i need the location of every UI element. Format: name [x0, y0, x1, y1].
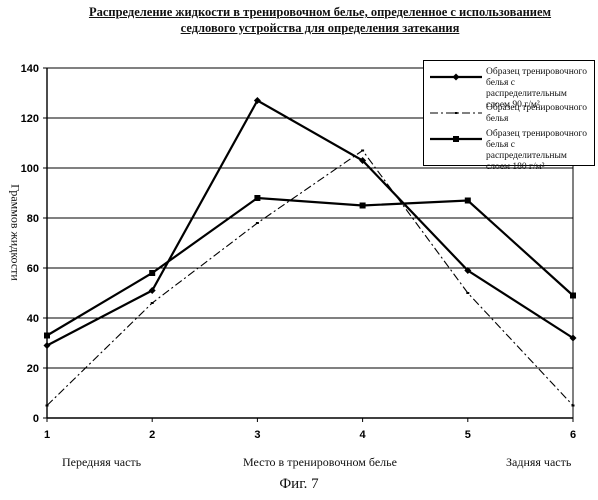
data-point-s1-4	[466, 292, 469, 294]
y-tick-label-20: 20	[27, 363, 39, 375]
y-tick-label-140: 140	[21, 63, 39, 75]
legend-marker-solid-diamond	[428, 71, 484, 83]
x-tick-label-4: 4	[360, 429, 367, 441]
legend-label-plain: Образец тренировочного белья	[486, 103, 590, 125]
data-point-s1-0	[46, 405, 49, 407]
data-point-s1-3	[361, 150, 364, 152]
data-point-s1-5	[572, 405, 575, 407]
legend-marker-dashdot	[428, 107, 484, 119]
data-point-s2-1	[149, 270, 155, 276]
data-point-s1-2	[256, 222, 259, 224]
y-tick-label-120: 120	[21, 113, 39, 125]
legend: Образец тренировочного белья с распредел…	[423, 60, 595, 166]
legend-marker-0	[453, 74, 460, 81]
x-axis-label: Место в тренировочном белье	[243, 455, 397, 470]
legend-marker-solid-square	[428, 133, 484, 145]
x-tick-label-1: 1	[44, 429, 50, 441]
data-point-s2-2	[254, 195, 260, 201]
data-point-s1-1	[151, 302, 154, 304]
figure-caption: Фиг. 7	[0, 476, 598, 493]
series-line-1	[47, 151, 573, 406]
x-tick-label-5: 5	[465, 429, 471, 441]
data-point-s2-3	[360, 203, 366, 209]
legend-label-180: Образец тренировочного белья с распредел…	[486, 129, 590, 173]
y-tick-label-0: 0	[33, 413, 39, 425]
data-point-s2-0	[44, 333, 50, 339]
data-point-s2-4	[465, 198, 471, 204]
y-tick-label-40: 40	[27, 313, 39, 325]
y-tick-label-100: 100	[21, 163, 39, 175]
y-tick-label-80: 80	[27, 213, 39, 225]
x-left-label: Передняя часть	[62, 455, 141, 470]
x-tick-label-2: 2	[149, 429, 155, 441]
series-line-2	[47, 198, 573, 336]
x-right-label: Задняя часть	[506, 455, 571, 470]
y-tick-label-60: 60	[27, 263, 39, 275]
legend-marker-1	[455, 112, 458, 114]
y-axis-label: Граммов жидкости	[8, 178, 23, 288]
data-point-s2-5	[570, 293, 576, 299]
x-tick-label-6: 6	[570, 429, 576, 441]
x-tick-label-3: 3	[254, 429, 260, 441]
legend-marker-2	[453, 136, 459, 142]
